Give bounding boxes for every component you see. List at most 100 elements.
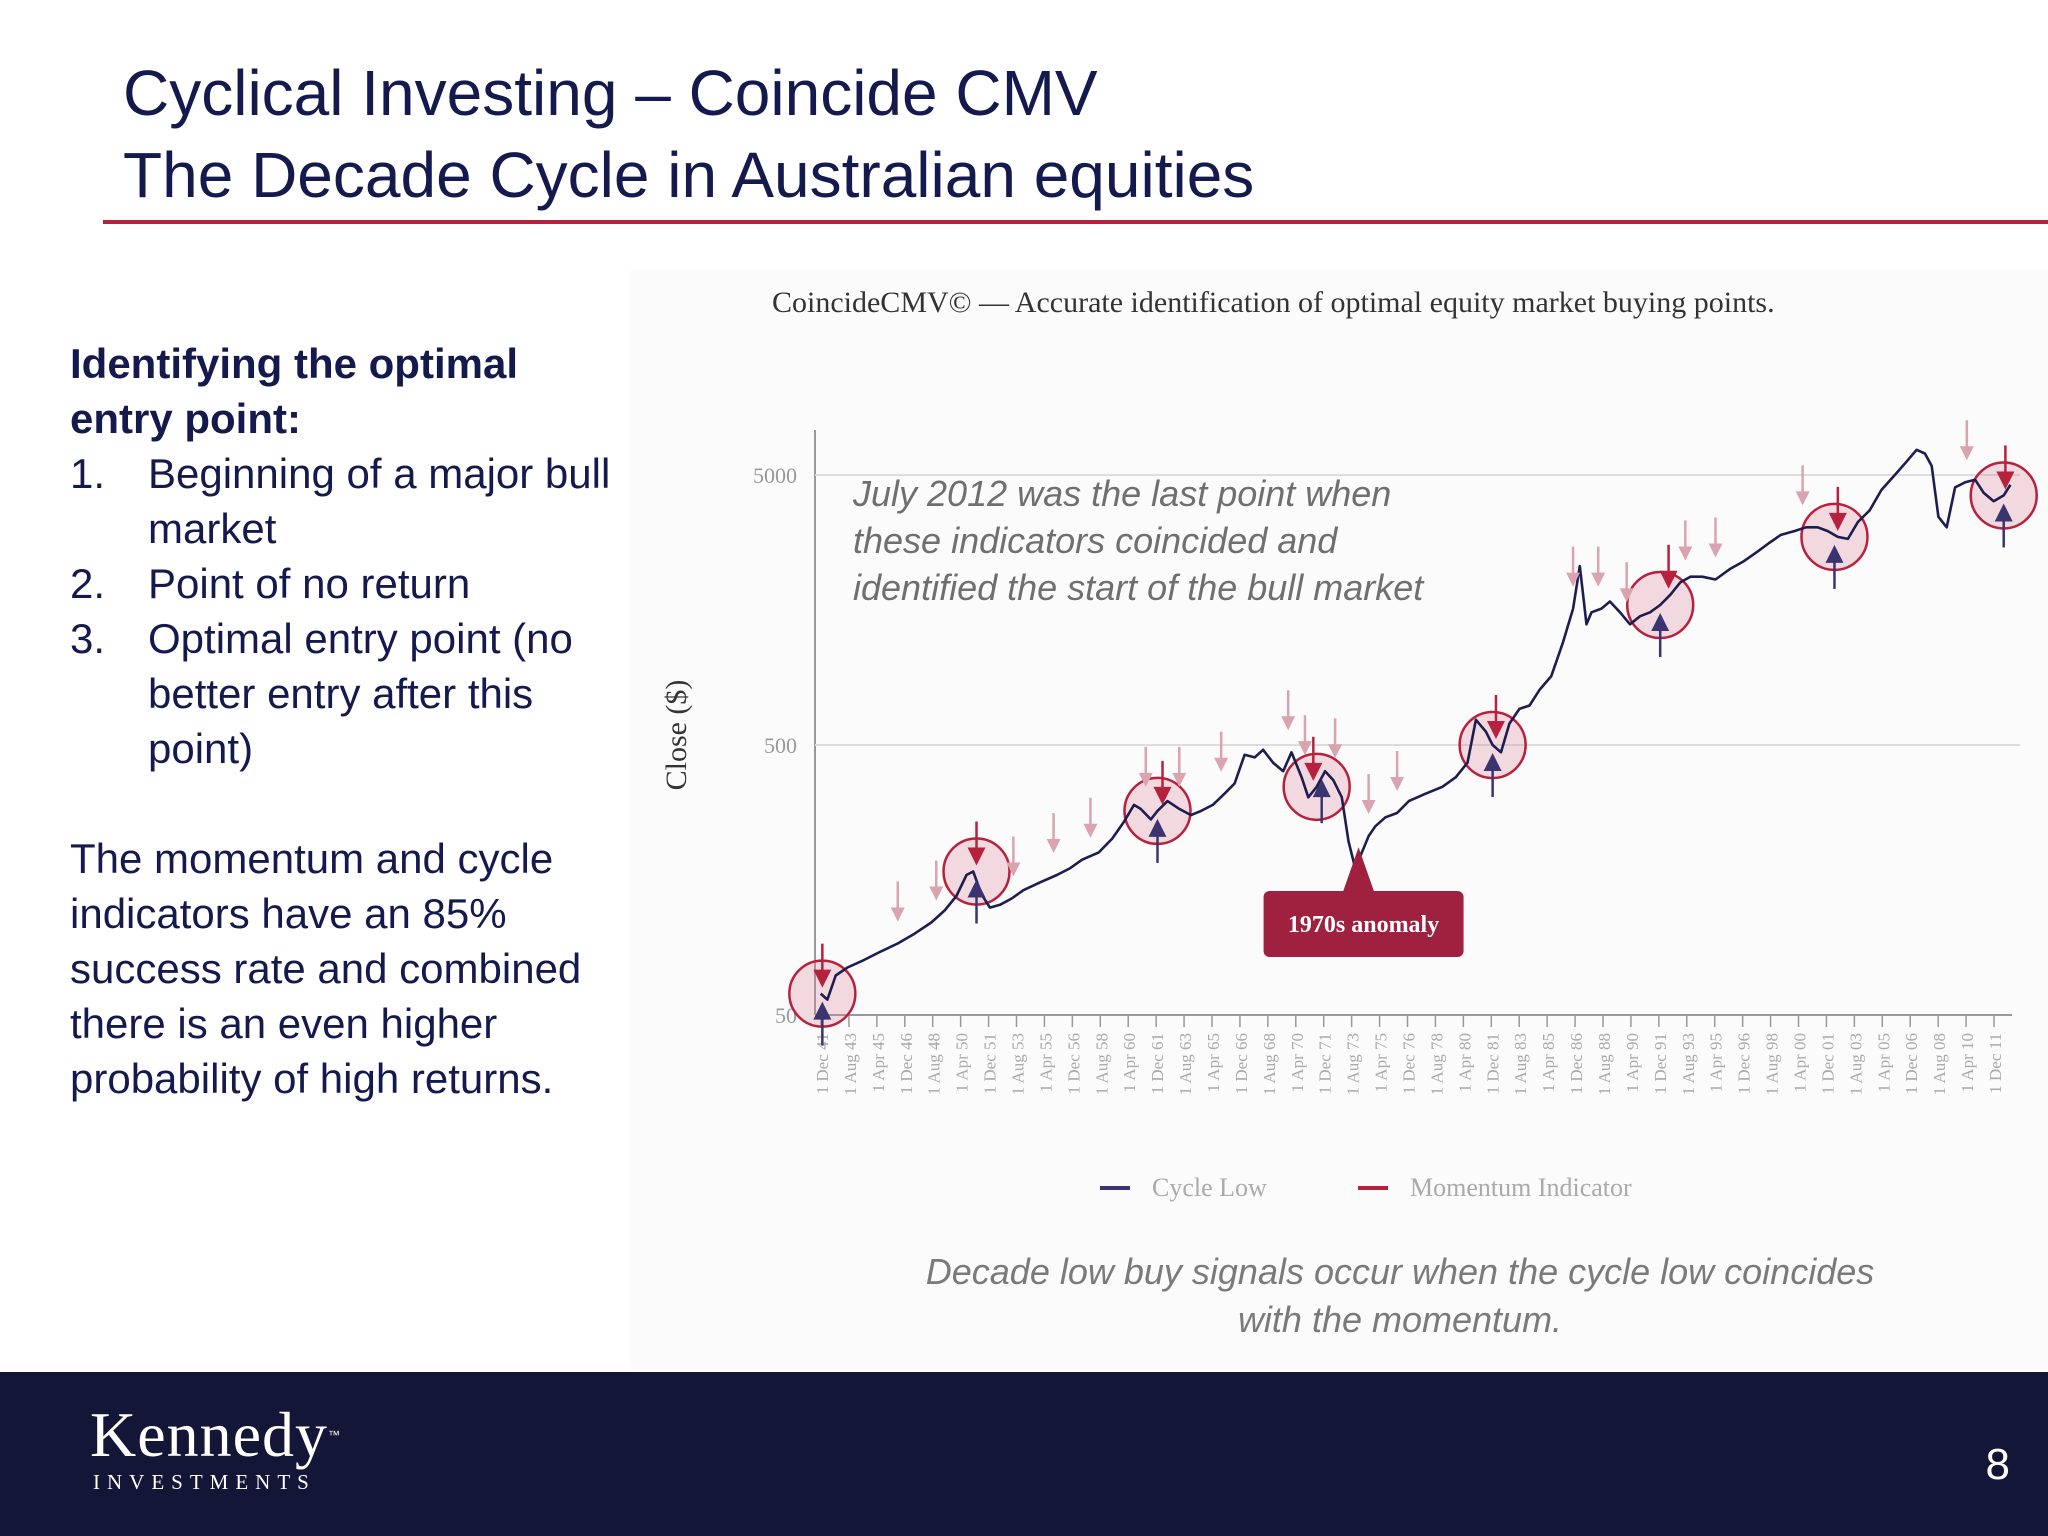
list-text: Point of no return (148, 560, 471, 607)
trademark-symbol: ™ (328, 1428, 342, 1442)
list-number: 1. (70, 450, 106, 497)
faded-arrow-head (929, 886, 944, 901)
legend-label-momentum: Momentum Indicator (1410, 1173, 1632, 1202)
anomaly-label-box (1263, 891, 1464, 957)
x-tick-label: 1 Dec 46 (897, 1033, 916, 1094)
x-tick-label: 1 Aug 88 (1595, 1033, 1614, 1095)
chart-caption: Decade low buy signals occur when the cy… (925, 1251, 1875, 1340)
faded-arrow-head (1297, 741, 1312, 756)
page-number: 8 (1985, 1440, 2010, 1489)
cycle-low-arrow-head (1483, 753, 1502, 771)
list-item: 2. Point of no return (70, 556, 630, 611)
anomaly-pointer (1342, 847, 1375, 893)
faded-arrow-head (1172, 772, 1187, 787)
x-tick-label: 1 Dec 01 (1818, 1033, 1837, 1094)
y-axis-title: Close ($) (660, 680, 693, 791)
list-item: 3. Optimal entry point (no better entry a… (70, 611, 630, 776)
faded-arrow-head (1281, 716, 1296, 731)
faded-arrow-head (1795, 491, 1810, 506)
annotation-line: July 2012 was the last point when (852, 473, 1391, 514)
logo-wordmark: Kennedy (90, 1399, 329, 1470)
momentum-arrow-head (1153, 786, 1172, 805)
x-tick-label: 1 Dec 41 (813, 1033, 832, 1094)
x-tick-label: 1 Dec 81 (1483, 1033, 1502, 1094)
x-tick-label: 1 Aug 78 (1427, 1033, 1446, 1095)
x-tick-label: 1 Dec 71 (1316, 1033, 1335, 1094)
momentum-arrow-head (1996, 471, 2015, 490)
x-tick-label: 1 Apr 50 (953, 1033, 972, 1093)
x-tick-label: 1 Apr 75 (1372, 1033, 1391, 1093)
entry-point-list: 1. Beginning of a major bull market 2. Poi… (70, 446, 630, 776)
faded-arrow-head (1591, 572, 1606, 587)
faded-arrow-head (1619, 588, 1634, 603)
title-underline (103, 220, 2048, 224)
x-tick-label: 1 Dec 66 (1232, 1033, 1251, 1094)
chart-title: CoincideCMV© — Accurate identification o… (772, 286, 1775, 319)
momentum-arrow-head (967, 847, 986, 866)
list-text: Beginning of a major bull market (148, 450, 611, 552)
entry-point-heading: Identifying the optimal entry point: (70, 340, 518, 442)
y-tick-label: 5000 (753, 463, 797, 488)
logo-subtitle: INVESTMENTS (93, 1470, 316, 1494)
x-tick-label: 1 Aug 63 (1176, 1033, 1195, 1095)
x-tick-label: 1 Apr 00 (1791, 1033, 1810, 1093)
momentum-arrow-head (1486, 721, 1505, 739)
x-tick-label: 1 Aug 58 (1092, 1033, 1111, 1095)
faded-arrow-head (1328, 744, 1343, 759)
x-tick-label: 1 Aug 83 (1511, 1033, 1530, 1095)
x-tick-label: 1 Apr 10 (1958, 1033, 1977, 1093)
momentum-arrow-head (813, 969, 832, 988)
x-tick-label: 1 Aug 48 (925, 1033, 944, 1095)
x-tick-label: 1 Apr 55 (1036, 1033, 1055, 1093)
kennedy-logo: Kennedy™ INVESTMENTS (90, 1400, 341, 1495)
cycle-low-arrow-head (1148, 818, 1167, 837)
y-tick-label: 500 (764, 733, 797, 758)
cycle-low-arrow-head (967, 879, 986, 898)
annotation-line: identified the start of the bull market (853, 567, 1425, 608)
anomaly-label: 1970s anomaly (1288, 912, 1439, 938)
footer-bar (0, 1372, 2048, 1536)
faded-arrow-head (1361, 800, 1376, 815)
chart-panel (630, 270, 2048, 1370)
left-text-column: Identifying the optimal entry point: 1. B… (70, 336, 630, 1106)
cycle-low-arrow-head (813, 1001, 832, 1020)
x-tick-label: 1 Aug 68 (1260, 1033, 1279, 1095)
faded-arrow-head (1678, 546, 1693, 561)
faded-arrow-head (1138, 772, 1153, 787)
x-tick-label: 1 Aug 43 (841, 1033, 860, 1095)
x-tick-label: 1 Apr 05 (1874, 1033, 1893, 1093)
faded-arrow-head (1083, 823, 1098, 838)
x-tick-label: 1 Aug 73 (1344, 1033, 1363, 1095)
faded-arrow-head (1708, 543, 1723, 558)
x-tick-label: 1 Dec 86 (1567, 1033, 1586, 1094)
bull-market-annotation: July 2012 was the last point when these i… (852, 473, 1425, 608)
x-tick-label: 1 Aug 08 (1930, 1033, 1949, 1095)
title-line-2: The Decade Cycle in Australian equities (123, 139, 1255, 211)
x-tick-label: 1 Dec 56 (1064, 1033, 1083, 1094)
title-line-1: Cyclical Investing – Coincide CMV (123, 57, 1098, 129)
list-number: 2. (70, 560, 106, 607)
x-tick-label: 1 Dec 76 (1400, 1033, 1419, 1094)
x-tick-label: 1 Apr 95 (1707, 1033, 1726, 1093)
x-tick-label: 1 Aug 98 (1763, 1033, 1782, 1095)
faded-arrow-head (1046, 839, 1061, 854)
x-tick-label: 1 Apr 65 (1204, 1033, 1223, 1093)
faded-arrow-head (1006, 862, 1021, 877)
x-tick-label: 1 Dec 96 (1735, 1033, 1754, 1094)
annotation-line: these indicators coincided and (853, 520, 1338, 561)
x-tick-label: 1 Apr 90 (1623, 1033, 1642, 1093)
cycle-low-arrow-head (1994, 503, 2013, 522)
faded-arrow-head (1566, 572, 1581, 587)
faded-arrow-head (1959, 446, 1974, 461)
list-number: 3. (70, 615, 106, 662)
x-tick-label: 1 Dec 91 (1651, 1033, 1670, 1094)
legend-label-cycle-low: Cycle Low (1152, 1173, 1267, 1202)
momentum-arrow-head (1828, 512, 1847, 531)
momentum-arrow-head (1304, 762, 1323, 781)
x-tick-label: 1 Dec 51 (981, 1033, 1000, 1094)
x-tick-label: 1 Aug 93 (1679, 1033, 1698, 1095)
x-tick-label: 1 Apr 45 (869, 1033, 888, 1093)
x-tick-label: 1 Dec 61 (1148, 1033, 1167, 1094)
x-tick-label: 1 Dec 11 (1986, 1033, 2005, 1094)
x-tick-label: 1 Apr 70 (1288, 1033, 1307, 1093)
